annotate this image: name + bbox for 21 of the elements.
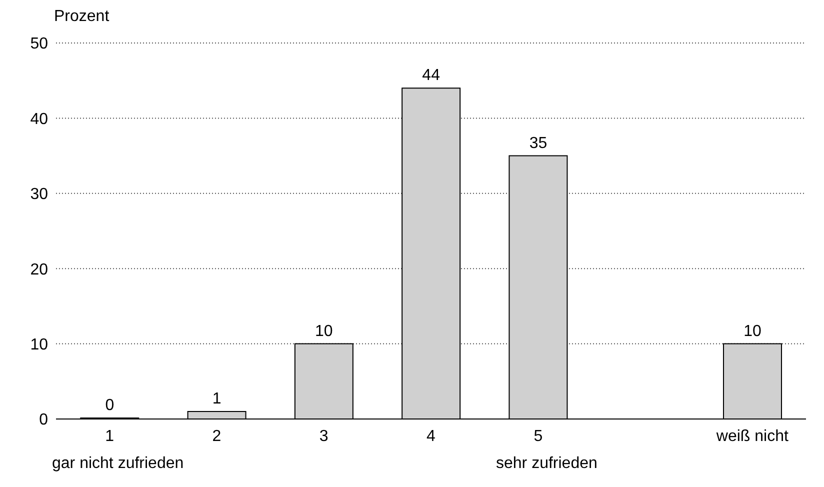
x-tick-label: weiß nicht [715,428,789,445]
y-tick-label: 0 [39,412,48,429]
x-tick-label: 2 [212,428,222,445]
x-tick-label: 4 [426,428,436,445]
y-tick-label: 10 [30,336,48,354]
text: sehr zufrieden [496,455,598,473]
y-tick-label: 20 [30,261,48,278]
data-label: 1 [212,390,222,408]
x-tick-label: 1 [105,428,114,445]
y-tick-label: 40 [30,110,48,128]
x-tick-label: 3 [319,428,328,445]
data-label: 10 [315,322,333,340]
text: gar nicht zufrieden [52,455,184,473]
data-label: 0 [105,397,114,414]
y-tick-label: 50 [30,36,48,53]
data-label: 44 [422,67,440,84]
data-label: 35 [529,134,548,152]
data-label: 10 [744,322,762,340]
y-tick-label: 30 [30,186,48,204]
y-axis-title: Prozent [54,8,110,26]
x-tick-label: 5 [534,428,543,445]
